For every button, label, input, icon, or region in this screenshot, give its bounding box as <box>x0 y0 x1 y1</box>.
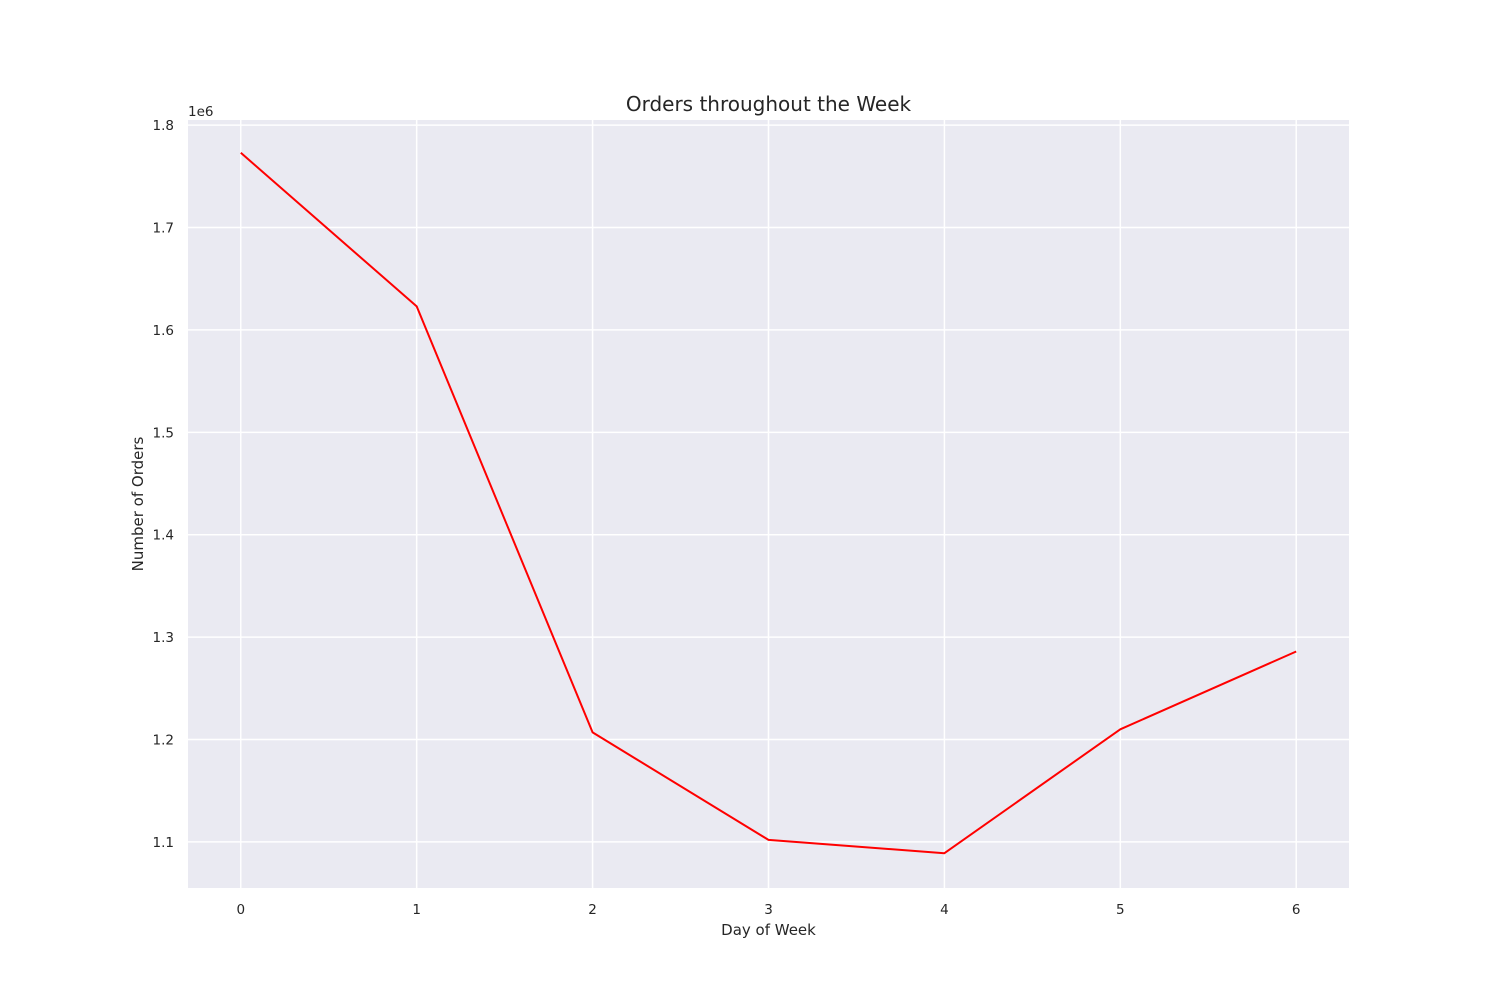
y-axis-offset-label: 1e6 <box>188 104 213 120</box>
x-tick-label: 5 <box>1116 902 1125 918</box>
y-tick-labels: 1.1 1.2 1.3 1.4 1.5 1.6 1.7 1.8 <box>153 118 174 851</box>
y-axis-label: Number of Orders <box>129 436 147 571</box>
x-tick-label: 2 <box>588 902 597 918</box>
y-gridlines <box>188 124 1349 843</box>
chart-title: Orders throughout the Week <box>626 92 912 116</box>
series-line <box>240 152 1297 855</box>
y-tick-label: 1.6 <box>153 323 174 339</box>
y-tick-label: 1.7 <box>153 221 174 237</box>
y-tick-label: 1.8 <box>153 118 174 134</box>
x-tick-label: 0 <box>236 902 245 918</box>
x-tick-label: 1 <box>412 902 421 918</box>
y-tick-label: 1.2 <box>153 733 174 749</box>
series-layer <box>240 152 1297 855</box>
x-tick-labels: 0 1 2 3 4 5 6 <box>236 902 1300 918</box>
y-tick-label: 1.3 <box>153 630 174 646</box>
x-gridlines <box>240 120 1297 888</box>
x-axis-label: Day of Week <box>721 921 816 939</box>
y-tick-label: 1.4 <box>153 528 174 544</box>
x-tick-label: 6 <box>1292 902 1301 918</box>
y-tick-label: 1.1 <box>153 835 174 851</box>
x-tick-label: 4 <box>940 902 949 918</box>
x-tick-label: 3 <box>764 902 773 918</box>
y-tick-label: 1.5 <box>153 425 174 441</box>
